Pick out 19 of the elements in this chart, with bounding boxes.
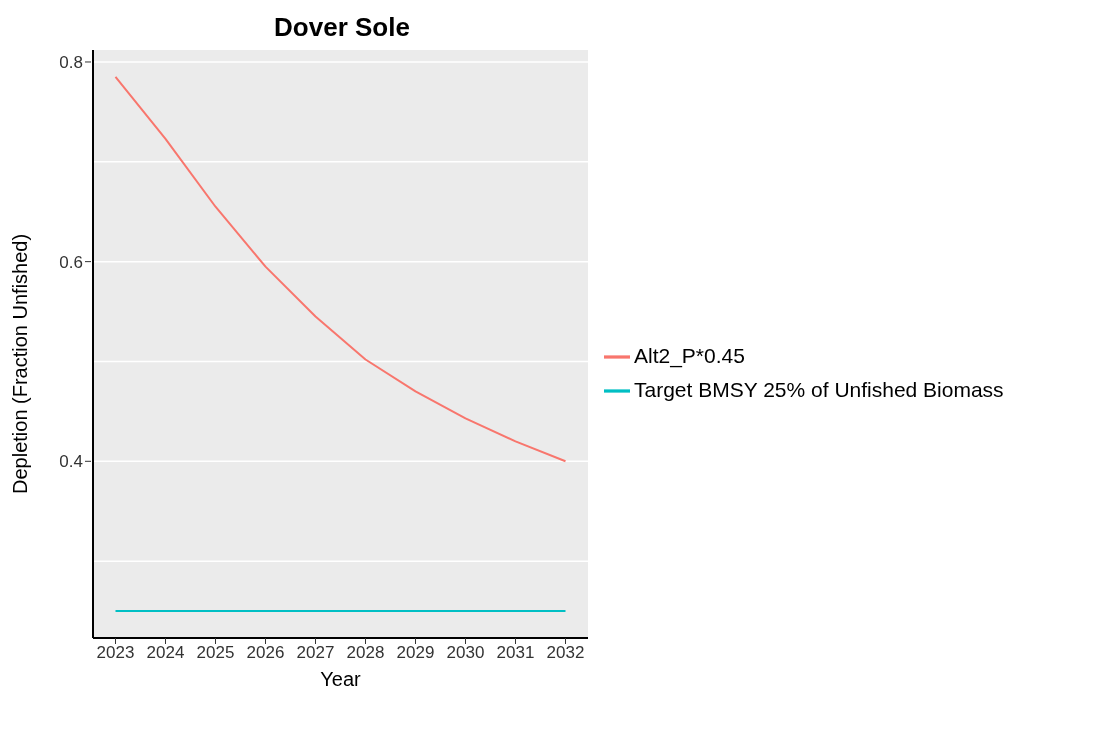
x-tick-label: 2032	[546, 643, 585, 663]
x-axis-title: Year	[320, 668, 362, 690]
x-tick-label: 2030	[446, 643, 485, 663]
legend-label: Alt2_P*0.45	[634, 344, 745, 367]
x-tick-label: 2031	[496, 643, 535, 663]
x-tick-label: 2024	[146, 643, 185, 663]
x-tick-label: 2028	[346, 643, 385, 663]
line-series	[114, 75, 567, 463]
chart-title: Dover Sole	[273, 12, 411, 43]
x-tick-label: 2023	[96, 643, 135, 663]
y-tick-label: 0.6	[59, 252, 83, 272]
x-tick-label: 2029	[396, 643, 435, 663]
y-axis-title: Depletion (Fraction Unfished)	[9, 233, 32, 494]
y-tick-label: 0.4	[59, 452, 83, 472]
x-tick-label: 2025	[196, 643, 235, 663]
y-tick-label: 0.8	[59, 52, 83, 72]
legend-label: Target BMSY 25% of Unfished Biomass	[634, 378, 1004, 401]
x-tick-label: 2026	[246, 643, 285, 663]
x-tick-label: 2027	[296, 643, 335, 663]
